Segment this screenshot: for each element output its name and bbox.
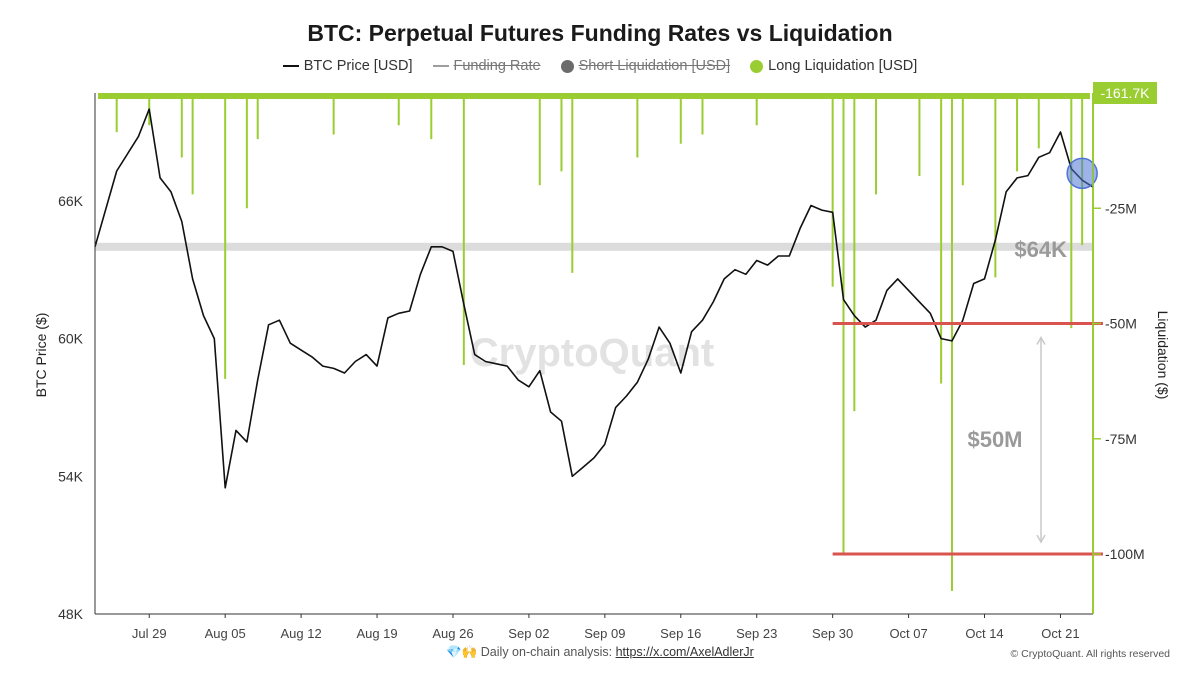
footer: 💎🙌 Daily on-chain analysis: https://x.co… bbox=[0, 645, 1200, 660]
diamond-hands-icon: 💎🙌 bbox=[446, 645, 478, 659]
legend-label: Short Liquidation [USD] bbox=[578, 58, 731, 75]
x-tick-label: Jul 29 bbox=[132, 626, 167, 641]
line-swatch-icon bbox=[282, 65, 299, 68]
dot-swatch-icon bbox=[750, 59, 764, 73]
legend-label: BTC Price [USD] bbox=[303, 58, 413, 75]
footer-link[interactable]: https://x.com/AxelAdlerJr bbox=[615, 645, 754, 659]
left-tick-label: 66K bbox=[58, 193, 84, 209]
x-tick-label: Sep 23 bbox=[736, 626, 777, 641]
current-price-marker bbox=[1066, 157, 1098, 190]
legend: BTC Price [USD] Funding Rate Short Liqui… bbox=[0, 58, 1200, 74]
dot-swatch-icon bbox=[560, 59, 574, 73]
right-tick-label: -100M bbox=[1105, 546, 1145, 562]
left-axis-label: BTC Price ($) bbox=[33, 313, 49, 398]
legend-label: Funding Rate bbox=[453, 58, 541, 75]
legend-label: Long Liquidation [USD] bbox=[768, 58, 918, 75]
left-tick-label: 54K bbox=[58, 468, 84, 484]
liquidation-baseline bbox=[98, 93, 1090, 99]
left-tick-label: 48K bbox=[58, 606, 84, 622]
x-tick-label: Oct 07 bbox=[889, 626, 927, 641]
watermark: CryptoQuant bbox=[470, 331, 714, 375]
right-axis-label: Liquidation ($) bbox=[1155, 311, 1171, 400]
x-tick-label: Aug 26 bbox=[432, 626, 473, 641]
x-tick-label: Sep 09 bbox=[584, 626, 625, 641]
x-tick-label: Oct 21 bbox=[1041, 626, 1079, 641]
legend-item-funding-rate[interactable]: Funding Rate bbox=[432, 58, 541, 75]
btc-price-line bbox=[94, 108, 1094, 489]
right-tick-label: -75M bbox=[1105, 431, 1137, 447]
legend-item-btc-price[interactable]: BTC Price [USD] bbox=[282, 58, 413, 75]
footer-text: Daily on-chain analysis: bbox=[480, 645, 613, 659]
chart-title: BTC: Perpetual Futures Funding Rates vs … bbox=[307, 20, 893, 46]
price-level-band bbox=[95, 242, 1093, 251]
arrow-down-icon bbox=[1036, 534, 1046, 544]
right-tick-label: -25M bbox=[1105, 200, 1137, 216]
current-value-badge bbox=[1093, 82, 1157, 104]
current-value-badge-label: -161.7K bbox=[1100, 85, 1150, 101]
x-tick-label: Sep 02 bbox=[508, 626, 549, 641]
price-level-label: $64K bbox=[1014, 237, 1067, 262]
x-tick-label: Oct 14 bbox=[965, 626, 1003, 641]
x-tick-label: Aug 05 bbox=[205, 626, 246, 641]
legend-item-long-liquidation[interactable]: Long Liquidation [USD] bbox=[750, 58, 917, 74]
arrow-up-icon bbox=[1036, 336, 1046, 345]
left-tick-label: 60K bbox=[58, 331, 84, 347]
legend-item-short-liquidation[interactable]: Short Liquidation [USD] bbox=[560, 58, 731, 75]
copyright: © CryptoQuant. All rights reserved bbox=[1010, 648, 1170, 660]
x-tick-label: Aug 19 bbox=[356, 626, 397, 641]
right-tick-label: -50M bbox=[1105, 316, 1137, 332]
x-tick-label: Sep 30 bbox=[812, 626, 853, 641]
line-swatch-icon bbox=[432, 65, 449, 68]
x-tick-label: Sep 16 bbox=[660, 626, 701, 641]
range-label: $50M bbox=[967, 427, 1022, 452]
x-tick-label: Aug 12 bbox=[281, 626, 322, 641]
